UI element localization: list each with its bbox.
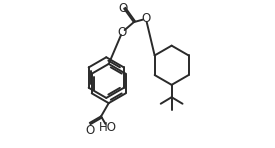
Text: O: O: [118, 26, 127, 39]
Text: HO: HO: [99, 121, 117, 134]
Text: O: O: [85, 124, 94, 137]
Text: O: O: [141, 12, 150, 25]
Text: O: O: [118, 2, 128, 15]
